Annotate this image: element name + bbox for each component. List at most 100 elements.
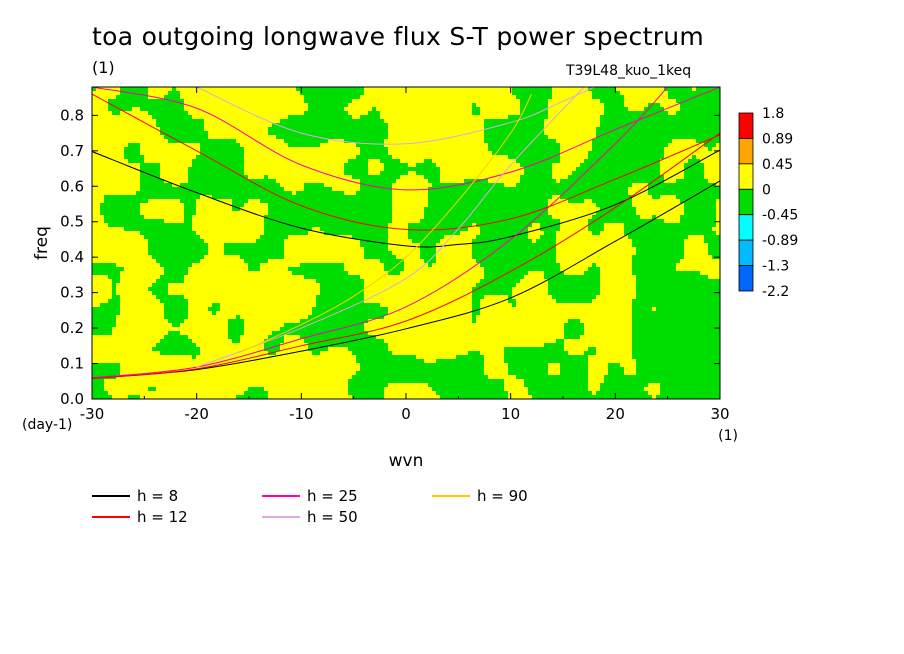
field-cell xyxy=(492,163,497,168)
field-cell xyxy=(276,163,281,168)
field-cell xyxy=(648,167,653,172)
field-cell xyxy=(188,179,193,184)
field-cell xyxy=(176,187,181,192)
field-cell xyxy=(188,99,193,104)
field-cell xyxy=(340,147,345,152)
field-cell xyxy=(132,95,137,100)
field-cell xyxy=(660,115,665,120)
field-cell xyxy=(388,91,393,96)
field-cell xyxy=(572,103,577,108)
field-cell xyxy=(416,119,421,124)
field-cell xyxy=(488,111,493,116)
field-cell xyxy=(460,155,465,160)
field-cell xyxy=(472,191,477,196)
field-cell xyxy=(496,155,501,160)
field-cell xyxy=(564,119,569,124)
field-cell xyxy=(600,151,605,156)
field-cell xyxy=(268,111,273,116)
field-cell xyxy=(456,111,461,116)
field-cell xyxy=(440,103,445,108)
field-cell xyxy=(500,167,505,172)
field-cell xyxy=(496,167,501,172)
field-cell xyxy=(588,103,593,108)
field-cell xyxy=(276,115,281,120)
field-cell xyxy=(308,115,313,120)
field-cell xyxy=(476,107,481,112)
field-cell xyxy=(180,183,185,188)
field-cell xyxy=(324,139,329,144)
field-cell xyxy=(688,87,693,92)
field-cell xyxy=(216,103,221,108)
field-cell xyxy=(164,203,169,208)
field-cell xyxy=(668,115,673,120)
field-cell xyxy=(464,119,469,124)
field-cell xyxy=(536,179,541,184)
field-cell xyxy=(356,111,361,116)
field-cell xyxy=(712,91,717,96)
field-cell xyxy=(104,207,109,212)
field-cell xyxy=(360,163,365,168)
field-cell xyxy=(444,103,449,108)
field-cell xyxy=(232,203,237,208)
field-cell xyxy=(464,95,469,100)
field-cell xyxy=(632,147,637,152)
field-cell xyxy=(428,199,433,204)
field-cell xyxy=(104,147,109,152)
field-cell xyxy=(700,159,705,164)
field-cell xyxy=(328,155,333,160)
field-cell xyxy=(632,155,637,160)
field-cell xyxy=(300,95,305,100)
field-cell xyxy=(204,143,209,148)
field-cell xyxy=(288,139,293,144)
field-cell xyxy=(320,111,325,116)
field-cell xyxy=(644,191,649,196)
field-cell xyxy=(424,199,429,204)
field-cell xyxy=(420,103,425,108)
field-cell xyxy=(708,139,713,144)
field-cell xyxy=(640,207,645,212)
field-cell xyxy=(640,111,645,116)
field-cell xyxy=(588,199,593,204)
field-cell xyxy=(224,115,229,120)
field-cell xyxy=(360,127,365,132)
field-cell xyxy=(708,159,713,164)
field-cell xyxy=(384,155,389,160)
field-cell xyxy=(588,163,593,168)
field-cell xyxy=(472,163,477,168)
field-cell xyxy=(244,159,249,164)
field-cell xyxy=(528,127,533,132)
field-cell xyxy=(500,147,505,152)
field-cell xyxy=(112,179,117,184)
field-cell xyxy=(412,167,417,172)
field-cell xyxy=(548,143,553,148)
field-cell xyxy=(100,135,105,140)
field-cell xyxy=(432,103,437,108)
field-cell xyxy=(232,87,237,92)
field-cell xyxy=(480,199,485,204)
field-cell xyxy=(644,171,649,176)
field-cell xyxy=(596,123,601,128)
field-cell xyxy=(116,179,121,184)
field-cell xyxy=(156,127,161,132)
field-cell xyxy=(272,95,277,100)
field-cell xyxy=(464,187,469,192)
field-cell xyxy=(228,135,233,140)
field-cell xyxy=(556,115,561,120)
field-cell xyxy=(184,159,189,164)
field-cell xyxy=(372,95,377,100)
field-cell xyxy=(540,151,545,156)
field-cell xyxy=(600,167,605,172)
field-cell xyxy=(164,135,169,140)
field-cell xyxy=(100,107,105,112)
field-cell xyxy=(116,207,121,212)
field-cell xyxy=(272,199,277,204)
field-cell xyxy=(660,203,665,208)
field-cell xyxy=(608,107,613,112)
field-cell xyxy=(588,167,593,172)
field-cell xyxy=(680,155,685,160)
field-cell xyxy=(576,115,581,120)
field-cell xyxy=(188,211,193,216)
field-cell xyxy=(236,167,241,172)
field-cell xyxy=(200,115,205,120)
field-cell xyxy=(664,167,669,172)
